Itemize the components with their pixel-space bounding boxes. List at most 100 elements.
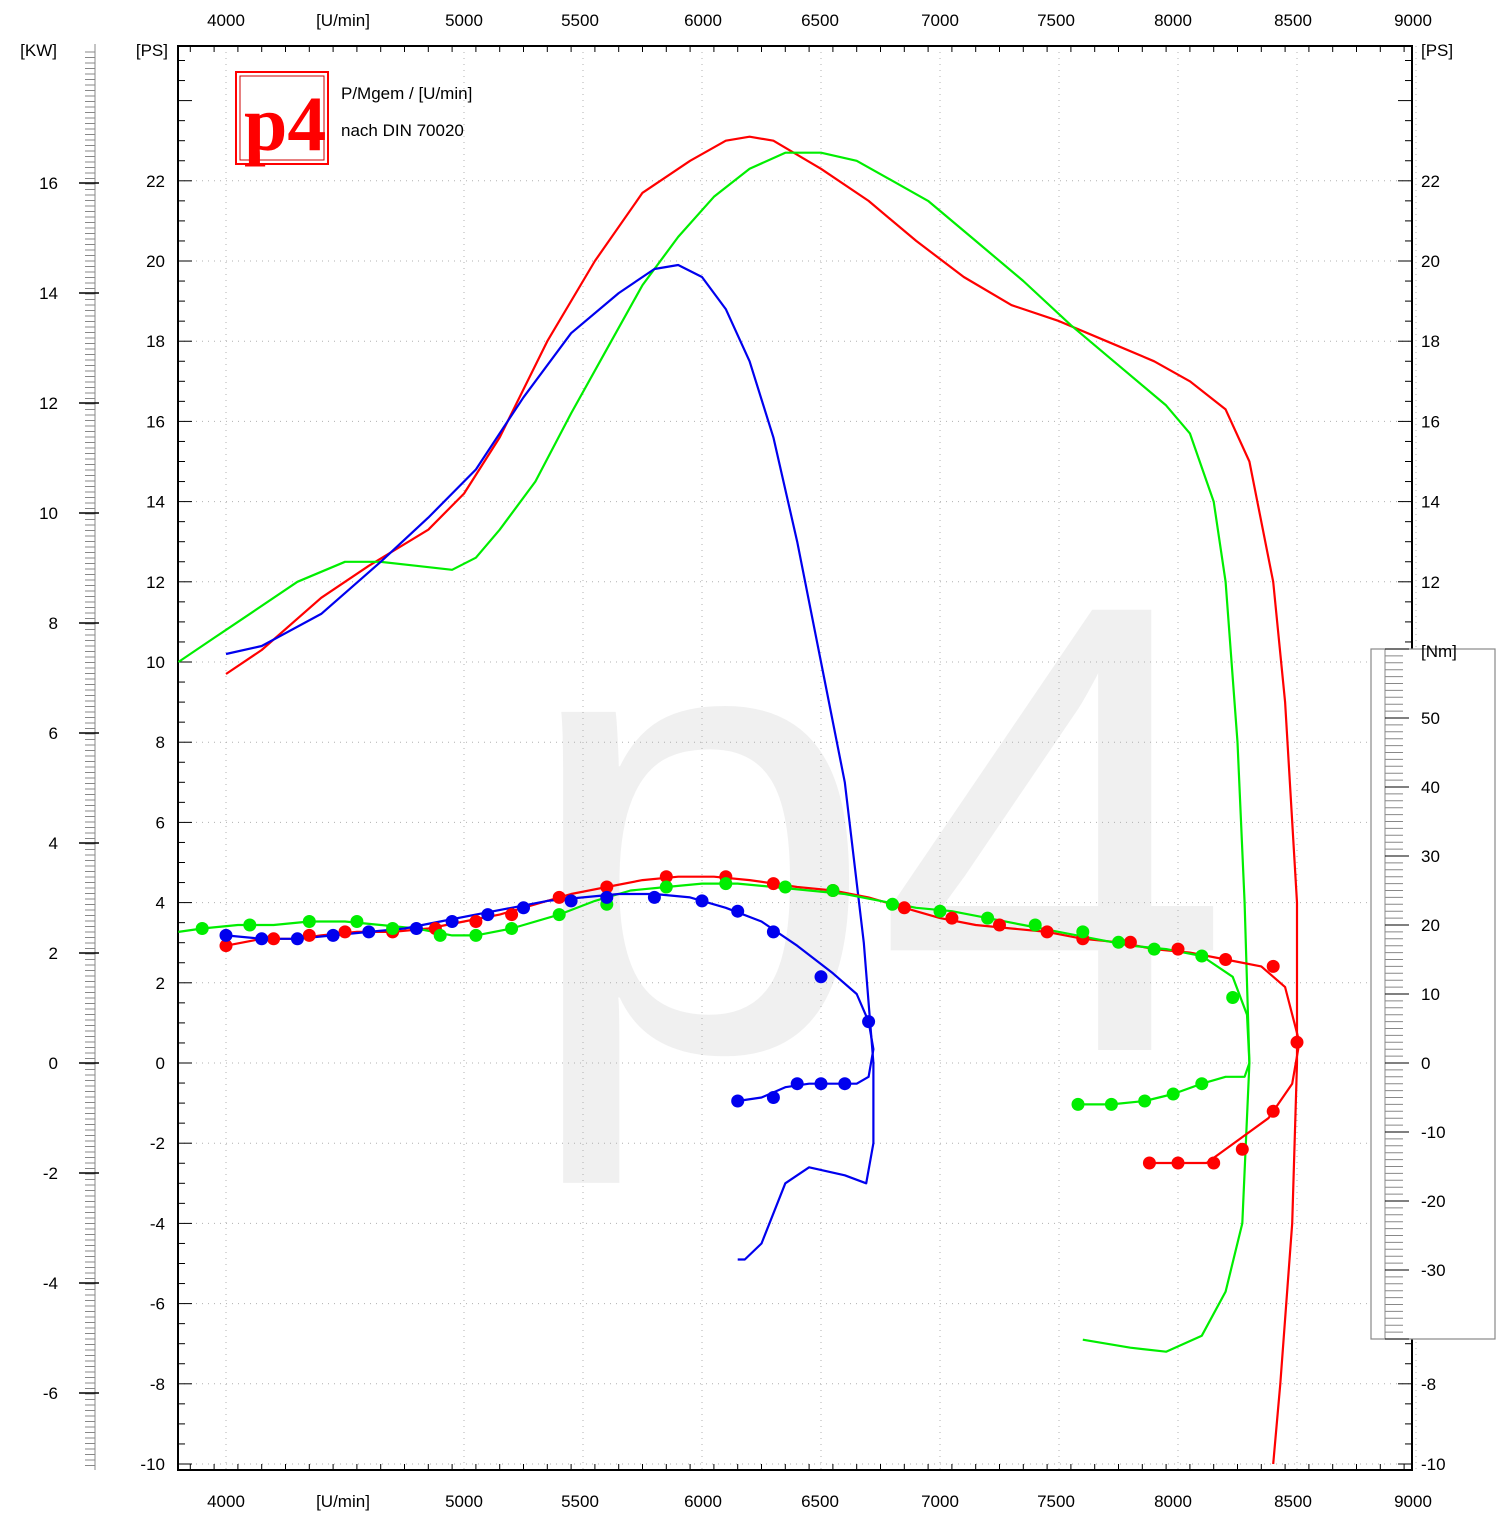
logo-inner [239,75,325,161]
torque-marker-green [1195,1077,1209,1091]
torque-marker-red [1123,935,1137,949]
torque-marker-green [195,922,209,935]
ps-tick-label-left: -8 [150,1375,165,1394]
torque-marker-blue [838,1077,852,1091]
ps-tick-label-left: 18 [146,332,165,351]
torque-marker-green [1028,918,1042,932]
x-tick-label-top: 9000 [1394,11,1432,30]
x-tick-label-top: 5500 [561,11,599,30]
torque-marker-green [1112,935,1125,949]
ps-tick-label-left: 12 [146,573,165,592]
torque-marker-blue [814,970,828,984]
torque-marker-blue [814,1077,828,1091]
torque-marker-red [302,928,316,942]
torque-marker-green [1166,1087,1180,1101]
torque-marker-green [1147,942,1161,956]
torque-marker-red [1040,925,1054,939]
torque-marker-red [659,870,673,884]
kw-tick-label: 16 [39,174,58,193]
torque-marker-blue [564,894,578,908]
torque-marker-blue [731,904,745,918]
watermark-text: p4 [520,471,1232,1190]
torque-marker-red [1142,1156,1156,1170]
ps-tick-label-left: 14 [146,493,165,512]
x-tick-label-top: 5000 [445,11,483,30]
ps-tick-label-left: 22 [146,172,165,191]
torque-marker-red [338,925,352,939]
x-tick-label-bottom: 5000 [445,1492,483,1511]
torque-marker-green [1226,991,1240,1004]
torque-marker-red [219,939,233,953]
torque-marker-blue [445,915,459,928]
ps-tick-label-left: -10 [140,1455,165,1474]
kw-tick-label: 14 [39,284,58,303]
torque-marker-blue [695,894,709,908]
x-tick-label-top: 6000 [684,11,722,30]
kw-tick-label: 8 [49,614,58,633]
ps-tick-label-left: 6 [156,813,165,832]
x-tick-label-bottom: 6500 [801,1492,839,1511]
kw-tick-label: 6 [49,724,58,743]
ps-tick-label-left: 0 [156,1054,165,1073]
torque-tick-label: 0 [1421,1054,1430,1073]
torque-marker-blue [219,928,233,942]
torque-marker-red [766,877,780,891]
ps-tick-label-right: 12 [1421,573,1440,592]
torque-marker-green [1195,949,1209,963]
torque-marker-red [1235,1142,1249,1156]
torque-marker-red [897,901,911,915]
marker-layer [195,870,1304,1170]
torque-marker-red [1266,959,1280,973]
ps-tick-label-right: -8 [1421,1375,1436,1394]
ps-tick-label-right: 16 [1421,412,1440,431]
torque-tick-label: -10 [1421,1123,1446,1142]
torque-marker-red [1207,1156,1221,1170]
torque-tick-label: 10 [1421,985,1440,1004]
x-tick-label-top: 7000 [921,11,959,30]
ps-tick-label-right: 14 [1421,493,1440,512]
torque-marker-green [552,908,566,922]
torque-marker-green [1076,925,1090,939]
kw-tick-label: 12 [39,394,58,413]
torque-marker-red [993,918,1006,932]
torque-marker-blue [731,1094,745,1108]
kw-tick-label: 4 [49,834,58,853]
torque-marker-red [469,915,483,928]
torque-marker-blue [766,1091,780,1104]
x-unit-label-bottom: [U/min] [316,1492,370,1511]
torque-marker-green [1104,1097,1118,1111]
torque-marker-green [933,904,947,918]
kw-unit-label: [KW] [20,41,57,60]
axes: 4000400050005000550055006000600065006500… [20,11,1453,1511]
torque-marker-blue [862,1015,876,1029]
torque-marker-green [243,918,257,932]
x-tick-label-top: 4000 [207,11,245,30]
torque-marker-red [1266,1104,1280,1118]
power-curve-green [178,151,1251,1353]
torque-marker-red [1290,1035,1304,1049]
torque-marker-blue [647,890,661,904]
torque-marker-blue [326,928,340,942]
torque-tick-label: -20 [1421,1192,1446,1211]
torque-marker-red [945,911,959,925]
torque-tick-label: 50 [1421,709,1440,728]
x-tick-label-bottom: 8500 [1274,1492,1312,1511]
torque-marker-red [1171,1156,1185,1170]
x-tick-label-bottom: 7500 [1037,1492,1075,1511]
torque-marker-green [885,897,899,911]
ps-tick-label-left: -6 [150,1295,165,1314]
ps-tick-label-left: 8 [156,733,165,752]
info-title: P/Mgem / [U/min] [341,84,472,103]
torque-tick-label: 20 [1421,916,1440,935]
x-tick-label-bottom: 9000 [1394,1492,1432,1511]
ps-tick-label-left: 20 [146,252,165,271]
torque-marker-blue [362,925,376,939]
ps-tick-label-left: -4 [150,1214,165,1233]
ps-tick-label-left: 16 [146,412,165,431]
kw-tick-label: 0 [49,1054,58,1073]
torque-marker-green [719,877,733,891]
kw-tick-label: 10 [39,504,58,523]
torque-marker-blue [766,925,780,939]
torque-marker-blue [600,890,614,904]
torque-marker-blue [517,901,530,915]
